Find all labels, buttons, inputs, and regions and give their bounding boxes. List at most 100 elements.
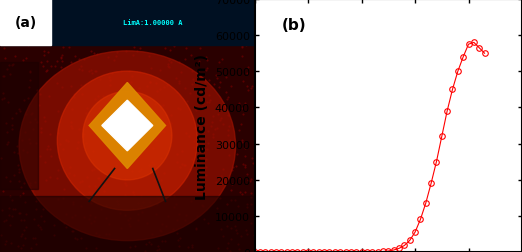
Point: [99, 94, 107, 99]
Point: [215, 86, 223, 90]
Point: [147, 242, 155, 246]
Point: [35, 92, 44, 96]
Point: [77, 196, 86, 200]
Point: [35, 155, 44, 159]
Point: [153, 195, 162, 199]
Point: [128, 74, 137, 78]
Point: [200, 217, 208, 221]
Point: [213, 246, 222, 250]
Point: [137, 110, 145, 114]
Point: [10, 173, 19, 177]
Point: [40, 219, 49, 223]
Point: [217, 175, 225, 179]
Point: [149, 146, 157, 150]
Point: [0, 75, 7, 79]
Point: [199, 102, 207, 106]
Point: [114, 202, 122, 206]
Point: [222, 91, 230, 95]
Point: [42, 70, 51, 74]
Point: [235, 190, 244, 194]
Point: [40, 54, 49, 58]
Point: [50, 223, 58, 227]
Point: [20, 236, 29, 240]
Point: [173, 160, 181, 164]
Point: [146, 80, 155, 84]
Point: [155, 197, 163, 201]
Point: [78, 69, 87, 73]
Point: [145, 204, 153, 208]
Point: [243, 72, 251, 76]
Point: [112, 122, 120, 126]
Point: [163, 214, 172, 218]
Point: [0, 233, 6, 237]
Point: [124, 138, 132, 142]
Point: [87, 201, 95, 205]
Point: [139, 200, 147, 204]
Point: [68, 202, 77, 206]
Point: [164, 65, 172, 69]
Point: [121, 177, 129, 181]
Point: [91, 215, 100, 219]
Point: [94, 95, 102, 99]
Point: [130, 46, 138, 50]
Point: [88, 168, 96, 172]
Point: [176, 236, 184, 240]
Point: [77, 83, 86, 87]
Point: [188, 158, 196, 162]
Point: [194, 128, 202, 132]
Point: [9, 63, 17, 67]
Point: [1, 56, 9, 60]
Point: [71, 236, 79, 240]
Point: [216, 139, 224, 143]
Point: [241, 101, 249, 105]
Point: [21, 131, 29, 135]
Point: [53, 168, 62, 172]
Point: [156, 228, 164, 232]
Point: [212, 181, 220, 185]
Point: [25, 85, 33, 89]
Point: [77, 236, 85, 240]
Point: [204, 142, 212, 146]
Point: [110, 59, 118, 63]
Point: [126, 216, 134, 220]
Point: [100, 183, 109, 187]
Point: [159, 130, 168, 134]
Point: [213, 77, 221, 81]
Point: [200, 148, 209, 152]
Point: [94, 101, 103, 105]
Point: [16, 211, 24, 215]
Point: [201, 165, 210, 169]
Point: [129, 190, 137, 194]
Point: [213, 127, 221, 131]
Point: [37, 227, 45, 231]
Point: [198, 204, 207, 208]
Point: [74, 140, 82, 144]
Y-axis label: Luminance (cd/m²): Luminance (cd/m²): [195, 53, 209, 199]
Point: [203, 58, 211, 62]
Point: [124, 156, 132, 161]
Point: [207, 125, 215, 129]
Point: [86, 213, 94, 217]
Point: [152, 248, 161, 252]
Point: [216, 196, 224, 200]
Point: [78, 179, 87, 183]
Point: [85, 217, 93, 221]
Point: [194, 59, 203, 64]
Point: [75, 58, 84, 62]
Point: [58, 60, 66, 64]
Point: [105, 232, 113, 236]
Point: [216, 81, 224, 85]
Point: [244, 89, 252, 93]
Point: [154, 196, 162, 200]
Point: [160, 130, 169, 134]
Point: [175, 212, 183, 216]
Point: [176, 107, 184, 111]
Point: [193, 71, 201, 75]
Bar: [0, 63, 38, 189]
Point: [137, 167, 146, 171]
Point: [56, 143, 65, 147]
Point: [157, 185, 165, 190]
Point: [15, 108, 23, 112]
Point: [17, 234, 26, 238]
Point: [104, 76, 113, 80]
